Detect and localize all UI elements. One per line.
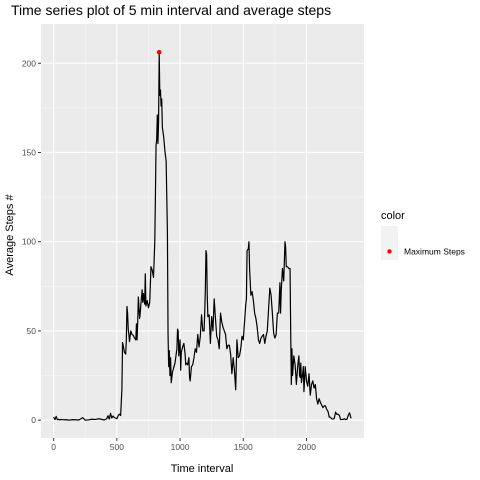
legend-key-max-dot bbox=[387, 249, 391, 253]
y-tick-label: 200 bbox=[22, 58, 36, 68]
legend-key-background bbox=[381, 226, 398, 243]
max-steps-point bbox=[157, 50, 162, 55]
legend: color Maximum Steps bbox=[381, 210, 465, 260]
panel-background bbox=[41, 24, 364, 438]
plot-panel bbox=[41, 24, 364, 438]
x-tick-label: 2000 bbox=[297, 442, 316, 452]
y-tick-label: 50 bbox=[27, 326, 37, 336]
max-point-layer bbox=[157, 50, 162, 55]
chart-title: Time series plot of 5 min interval and a… bbox=[11, 2, 331, 18]
x-tick-label: 500 bbox=[110, 442, 124, 452]
x-tick-label: 1000 bbox=[171, 442, 190, 452]
y-tick-label: 150 bbox=[22, 147, 36, 157]
legend-label-max-steps: Maximum Steps bbox=[404, 247, 465, 257]
x-tick-label: 1500 bbox=[234, 442, 253, 452]
x-axis-title: Time interval bbox=[171, 463, 234, 475]
legend-title: color bbox=[381, 210, 405, 222]
x-tick-label: 0 bbox=[51, 442, 56, 452]
y-axis-title: Average Steps # bbox=[4, 194, 16, 276]
y-tick-label: 100 bbox=[22, 237, 36, 247]
y-tick-label: 0 bbox=[31, 415, 36, 425]
